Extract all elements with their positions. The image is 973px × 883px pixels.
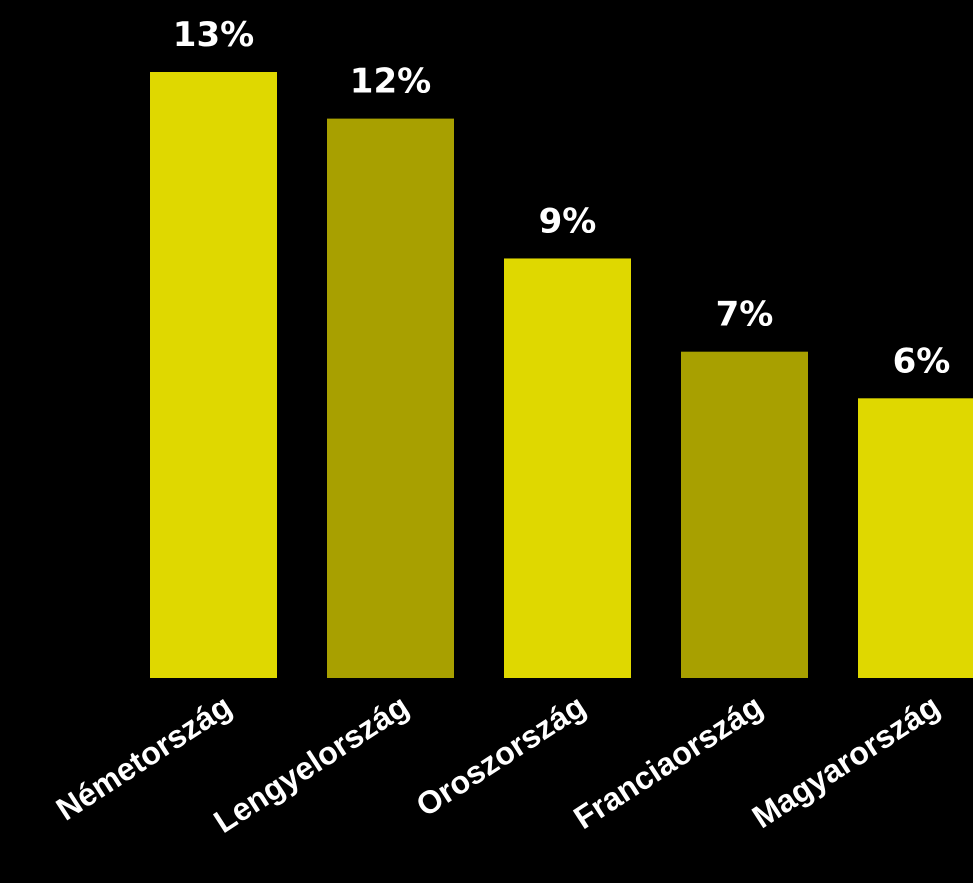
bars-group	[150, 72, 973, 679]
bar-1	[150, 72, 277, 678]
bar-2	[327, 118, 454, 679]
value-label-1: 13%	[173, 15, 254, 55]
value-label-4: 7%	[716, 295, 774, 335]
bar-4	[681, 351, 808, 678]
value-label-5: 6%	[893, 341, 951, 381]
value-label-3: 9%	[539, 201, 597, 241]
bar-5	[858, 398, 973, 678]
value-label-2: 12%	[350, 62, 431, 102]
value-labels-group: 13% 12% 9% 7% 6%	[173, 15, 951, 381]
bar-3	[504, 258, 631, 678]
